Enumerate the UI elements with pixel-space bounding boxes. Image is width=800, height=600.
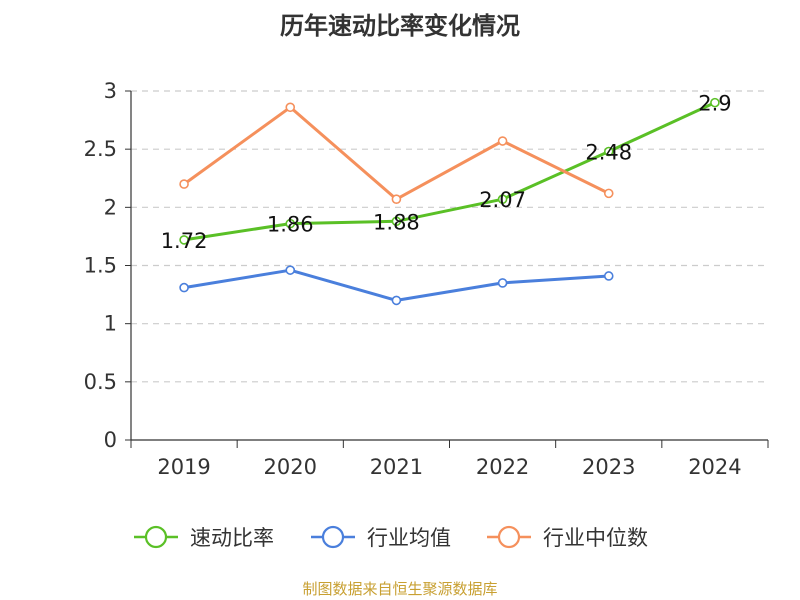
series-line-2: [183, 105, 610, 201]
data-label: 2.07: [479, 188, 526, 212]
data-point: [497, 194, 508, 204]
data-label: 1.86: [267, 213, 314, 237]
y-tick-label: 1: [104, 312, 117, 336]
x-tick-label: 2021: [370, 455, 423, 479]
data-point: [603, 146, 614, 157]
series: [179, 97, 720, 306]
legend-swatch-marker: [497, 525, 521, 549]
legend-label: 行业中位数: [543, 526, 648, 550]
data-label: 1.88: [373, 210, 420, 234]
y-tick-label: 2: [104, 195, 117, 219]
x-tick-label: 2022: [476, 455, 529, 479]
legend-label: 速动比率: [190, 526, 274, 550]
data-label: 2.9: [698, 92, 731, 116]
legend-swatch-marker: [144, 525, 168, 549]
data-point: [179, 179, 189, 189]
y-tick-label: 1.5: [84, 254, 117, 278]
y-tick-label: 0.5: [84, 370, 117, 394]
data-labels: 1.72 1.86 1.88 2.07 2.48 2.9: [161, 92, 732, 253]
legend-swatch-marker: [321, 525, 345, 549]
x-tick-label: 2023: [582, 455, 635, 479]
series-line-0: [183, 101, 716, 242]
data-label: 2.48: [585, 140, 632, 164]
y-tick-label: 2.5: [84, 137, 117, 161]
y-tick-label: 0: [104, 428, 117, 452]
x-tick-label: 2020: [264, 455, 317, 479]
data-point: [179, 282, 189, 293]
x-tick-label: 2019: [157, 455, 210, 479]
data-point: [285, 265, 296, 275]
data-point: [497, 136, 508, 146]
data-point: [391, 216, 402, 227]
legend: 速动比率 行业均值 行业中位数: [134, 525, 648, 550]
data-point: [497, 278, 508, 288]
y-tick-label: 3: [104, 79, 117, 103]
data-point: [391, 194, 402, 204]
chart-title: 历年速动比率变化情况: [280, 12, 520, 40]
data-point: [603, 271, 614, 281]
x-tick-label: 2024: [688, 455, 741, 479]
data-point: [285, 102, 296, 113]
axes: 0 0.5 1 1.5 2 2.5 3 2019 2020 2021 2022 2023 2024: [84, 79, 769, 479]
source-note: 制图数据来自恒生聚源数据库: [302, 580, 498, 598]
data-point: [179, 235, 189, 245]
data-point: [285, 218, 296, 229]
data-label: 1.72: [161, 229, 208, 253]
grid-lines: [131, 90, 768, 383]
data-point: [710, 97, 720, 108]
data-point: [391, 295, 402, 306]
legend-label: 行业均值: [367, 526, 451, 550]
data-point: [603, 188, 614, 199]
